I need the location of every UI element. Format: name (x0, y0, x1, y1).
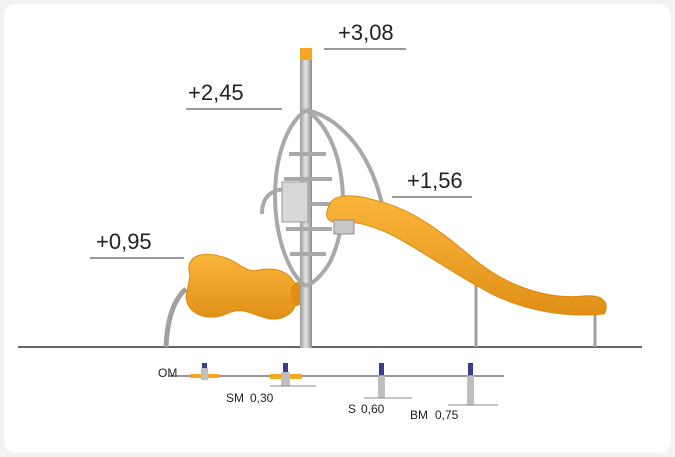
foundation-bm (448, 363, 498, 406)
foundation-sm-depth: 0,30 (250, 391, 274, 405)
foundation-om-label: OM (158, 366, 177, 380)
height-label-095: +0,95 (96, 229, 152, 254)
height-label-245: +2,45 (188, 80, 244, 105)
foundation-s (364, 363, 412, 399)
foundation-s-label: S (348, 402, 356, 416)
crawl-tube (185, 253, 303, 320)
foundation-bm-label: BM (410, 408, 428, 422)
post-cap (300, 48, 312, 60)
foundation-s-depth: 0,60 (361, 402, 385, 416)
slide (326, 195, 607, 316)
foundation-bm-depth: 0,75 (435, 408, 459, 422)
diagram-card: +3,08 +2,45 +1,56 +0,95 (4, 4, 671, 453)
height-label-156: +1,56 (407, 168, 463, 193)
platform (260, 181, 309, 223)
height-label-308: +3,08 (338, 20, 394, 45)
foundation-sm-label: SM (226, 391, 244, 405)
foundation-om (190, 363, 220, 380)
playground-elevation-drawing: +3,08 +2,45 +1,56 +0,95 (18, 20, 642, 422)
foundation-sm (270, 363, 316, 387)
tube-support-leg (163, 287, 188, 348)
